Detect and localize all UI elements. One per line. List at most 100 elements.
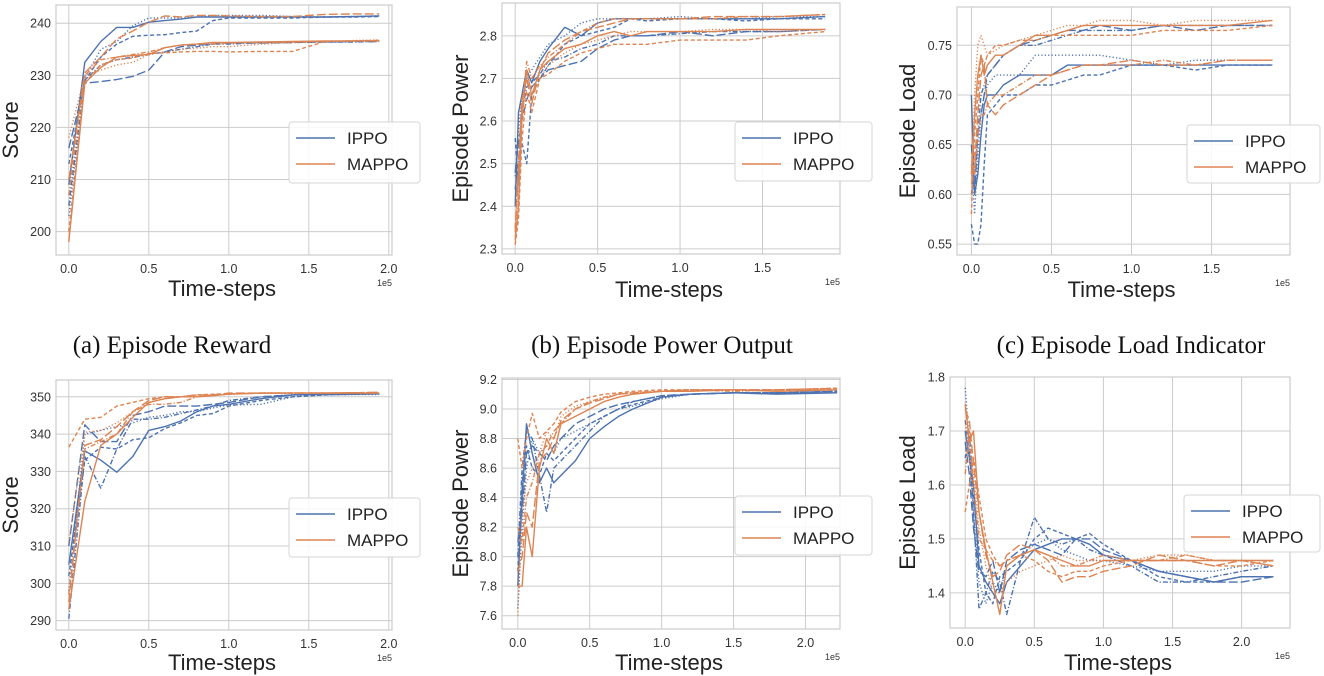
y-axis-label: Score (0, 476, 23, 533)
y-tick-label: 7.8 (480, 580, 497, 594)
y-axis-label: Score (0, 101, 23, 158)
legend-label-ippo: IPPO (793, 503, 834, 522)
y-tick-label: 1.8 (928, 371, 945, 385)
x-offset-label: 1e5 (1275, 278, 1290, 288)
y-tick-label: 310 (30, 540, 51, 554)
y-tick-label: 8.2 (480, 521, 497, 535)
y-tick-label: 2.4 (480, 200, 497, 214)
series-line-mappo-dashdot (970, 59, 1273, 176)
legend-box (1186, 124, 1321, 184)
x-axis-label: Time-steps (1064, 650, 1172, 675)
x-tick-label: 1.0 (671, 261, 688, 275)
y-tick-label: 240 (30, 17, 51, 31)
legend: IPPO MAPPO (734, 495, 873, 556)
chart-panel-b: 0.0 0.5 1.0 1.5 2.3 2.4 2.5 2.6 2.7 2.8 Episode Po… (448, 2, 873, 302)
legend-label-ippo: IPPO (1242, 502, 1283, 521)
x-tick-label: 1.5 (300, 637, 317, 651)
legend-label-mappo: MAPPO (347, 531, 408, 550)
y-tick-label: 2.8 (480, 29, 497, 43)
legend: IPPO MAPPO (1183, 494, 1321, 553)
chart-panel-f: 0.0 0.5 1.0 1.5 2.0 1.4 1.5 1.6 1.7 1.8 Episode Lo… (895, 371, 1321, 675)
x-tick-label: 0.5 (140, 262, 157, 276)
series-line-mappo-dashed (68, 392, 380, 448)
legend-label-ippo: IPPO (347, 505, 388, 524)
series-line-ippo-longdash (517, 390, 838, 543)
x-tick-label: 1.0 (653, 636, 670, 650)
legend: IPPO MAPPO (288, 121, 421, 184)
y-axis-label: Episode Power (448, 430, 473, 578)
y-tick-label: 350 (30, 390, 51, 404)
y-tick-label: 0.60 (928, 188, 952, 202)
y-tick-label: 0.65 (928, 138, 952, 152)
y-tick-label: 7.6 (480, 609, 497, 623)
x-tick-label: 1.0 (1123, 262, 1140, 276)
series-line-ippo-dashdot (68, 393, 380, 619)
series-line-mappo-longdash (517, 387, 838, 572)
y-tick-label: 1.5 (928, 532, 945, 546)
x-tick-label: 0.5 (589, 261, 606, 275)
series-line-ippo-longdash (514, 28, 826, 173)
series-line-mappo-solid (517, 389, 838, 587)
y-tick-label: 230 (30, 69, 51, 83)
chart-panel-e: 0.0 0.5 1.0 1.5 2.0 7.6 7.8 8.0 8.2 8.4 8.6 8.8 9.0 9… (448, 373, 873, 675)
x-offset-label: 1e5 (825, 277, 840, 287)
x-offset-label: 1e5 (377, 653, 392, 663)
series-line-ippo-dashed (517, 390, 838, 572)
x-tick-label: 0.5 (1043, 262, 1060, 276)
x-offset-label: 1e5 (1275, 651, 1290, 661)
x-tick-label: 1.5 (1164, 635, 1181, 649)
x-tick-label: 0.0 (60, 262, 77, 276)
x-axis-label: Time-steps (615, 650, 723, 675)
legend-label-mappo: MAPPO (793, 155, 854, 174)
x-tick-label: 2.0 (380, 262, 397, 276)
series-line-ippo-dashdot (514, 28, 826, 190)
series-line-mappo-dashdot (514, 13, 826, 228)
y-tick-label: 330 (30, 465, 51, 479)
y-axis-label: Episode Power (448, 55, 473, 203)
legend-box (734, 121, 873, 182)
legend-label-mappo: MAPPO (793, 529, 854, 548)
y-tick-label: 340 (30, 428, 51, 442)
series-line-mappo-dotted (68, 39, 380, 138)
series-line-mappo-dashed (970, 24, 1273, 215)
legend-box (288, 497, 421, 558)
y-tick-label: 8.8 (480, 432, 497, 446)
x-tick-label: 1.0 (1095, 635, 1112, 649)
series-line-mappo-longdash (970, 59, 1273, 185)
series-line-mappo-longdash (514, 13, 826, 232)
caption-b: (b) Episode Power Output (531, 332, 793, 359)
y-tick-label: 8.0 (480, 550, 497, 564)
legend-label-mappo: MAPPO (347, 155, 408, 174)
y-axis-label: Episode Load (895, 64, 920, 199)
x-tick-label: 0.0 (506, 261, 523, 275)
series-line-ippo-longdash (964, 441, 1274, 594)
caption-a: (a) Episode Reward (73, 332, 272, 359)
y-tick-label: 0.75 (928, 39, 952, 53)
series-line-ippo-dashdot (517, 392, 838, 557)
x-tick-label: 2.0 (380, 637, 397, 651)
x-tick-label: 1.5 (300, 262, 317, 276)
chart-panel-d: 0.0 0.5 1.0 1.5 2.0 290 300 310 320 330 340 350 Scor… (0, 379, 421, 675)
y-tick-label: 2.6 (480, 115, 497, 129)
y-tick-label: 1.7 (928, 424, 945, 438)
series-line-mappo-longdash (68, 13, 380, 180)
x-tick-label: 0.0 (60, 637, 77, 651)
legend-label-mappo: MAPPO (1245, 158, 1306, 177)
series-line-mappo-solid (514, 28, 826, 241)
x-tick-label: 1.5 (754, 261, 771, 275)
series-line-mappo-dashed (514, 30, 826, 245)
x-tick-label: 0.5 (140, 637, 157, 651)
x-tick-label: 0.0 (957, 635, 974, 649)
x-tick-label: 1.5 (1203, 262, 1220, 276)
legend: IPPO MAPPO (1186, 124, 1321, 184)
series-line-ippo-dotted (517, 392, 838, 609)
x-tick-label: 1.0 (220, 637, 237, 651)
y-tick-label: 290 (30, 614, 51, 628)
y-tick-label: 8.4 (480, 491, 497, 505)
y-tick-label: 2.5 (480, 157, 497, 171)
series-line-mappo-dashdot (964, 430, 1274, 567)
series-line-mappo-dashed (964, 457, 1274, 578)
x-tick-label: 0.5 (581, 636, 598, 650)
series-line-ippo-dashdot (970, 24, 1273, 195)
